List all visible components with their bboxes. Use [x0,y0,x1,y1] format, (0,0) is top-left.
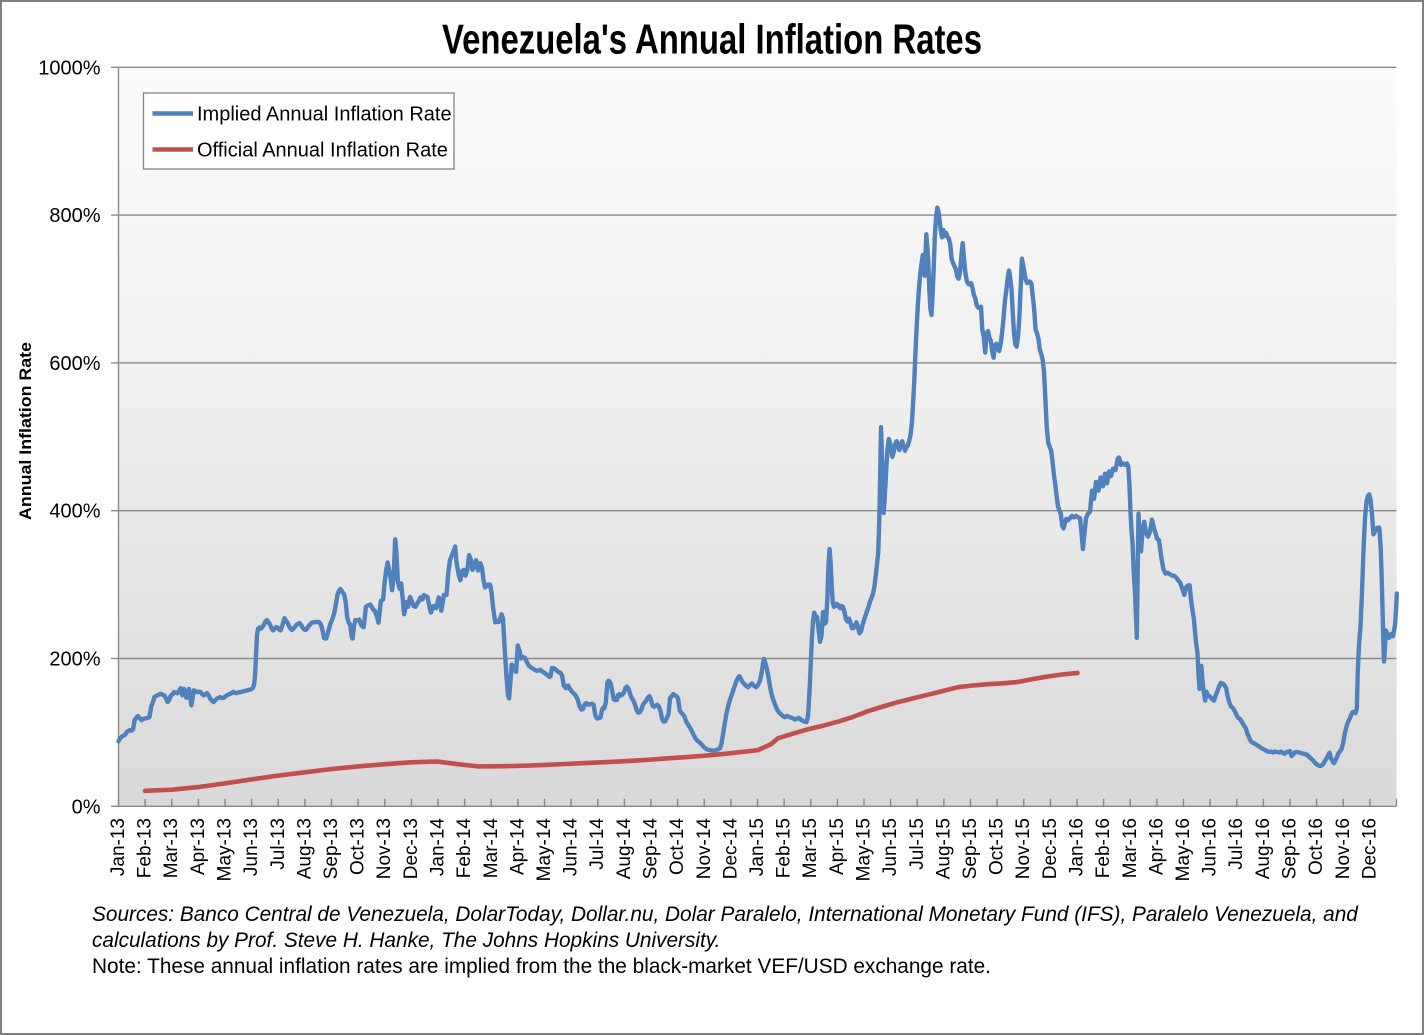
svg-text:Oct-14: Oct-14 [667,818,688,875]
svg-text:Feb-16: Feb-16 [1093,818,1114,878]
svg-text:800%: 800% [49,205,100,227]
svg-text:May-13: May-13 [215,818,236,881]
svg-text:Mar-16: Mar-16 [1120,818,1141,878]
svg-text:Nov-16: Nov-16 [1333,818,1354,879]
svg-text:Jun-14: Jun-14 [561,818,582,877]
svg-text:Oct-16: Oct-16 [1306,818,1327,875]
svg-text:Jan-14: Jan-14 [428,818,449,877]
svg-text:Mar-15: Mar-15 [800,818,821,878]
svg-text:Mar-13: Mar-13 [161,818,182,878]
svg-text:Dec-16: Dec-16 [1359,818,1380,879]
svg-text:Apr-15: Apr-15 [827,818,848,875]
svg-text:Official Annual Inflation Rate: Official Annual Inflation Rate [197,140,448,162]
svg-text:Oct-15: Oct-15 [987,818,1008,875]
svg-text:Aug-14: Aug-14 [614,818,635,880]
svg-text:May-16: May-16 [1173,818,1194,881]
svg-text:0%: 0% [72,796,101,818]
svg-text:Nov-13: Nov-13 [374,818,395,879]
svg-text:Nov-15: Nov-15 [1013,818,1034,879]
svg-text:Jan-16: Jan-16 [1067,818,1088,876]
svg-text:Sep-16: Sep-16 [1280,818,1301,879]
svg-text:Implied Annual Inflation Rate: Implied Annual Inflation Rate [197,104,452,126]
svg-text:1000%: 1000% [38,57,100,79]
svg-text:Mar-14: Mar-14 [481,818,502,879]
svg-text:Jan-15: Jan-15 [747,818,768,876]
svg-text:Dec-14: Dec-14 [720,818,741,880]
svg-text:Jul-13: Jul-13 [268,818,289,870]
svg-text:Jan-13: Jan-13 [108,818,129,876]
svg-text:Aug-13: Aug-13 [294,818,315,879]
svg-text:Apr-13: Apr-13 [188,818,209,875]
svg-text:Oct-13: Oct-13 [348,818,369,875]
svg-text:Sep-13: Sep-13 [321,818,342,879]
svg-text:May-14: May-14 [534,818,555,882]
svg-text:Jul-15: Jul-15 [907,818,928,870]
svg-text:Jul-14: Jul-14 [587,818,608,870]
svg-text:Feb-14: Feb-14 [454,818,475,879]
svg-text:Dec-15: Dec-15 [1040,818,1061,879]
svg-text:Dec-13: Dec-13 [401,818,422,879]
svg-text:calculations by Prof. Steve H.: calculations by Prof. Steve H. Hanke, Th… [92,929,720,952]
svg-text:400%: 400% [49,501,100,523]
svg-text:Jun-16: Jun-16 [1200,818,1221,876]
svg-text:Sources: Banco Central de Vene: Sources: Banco Central de Venezuela, Dol… [92,903,1359,926]
svg-text:Aug-15: Aug-15 [933,818,954,879]
svg-text:Sep-14: Sep-14 [641,818,662,880]
svg-text:Feb-15: Feb-15 [774,818,795,878]
svg-text:Apr-16: Apr-16 [1146,818,1167,875]
svg-text:Feb-13: Feb-13 [135,818,156,878]
svg-text:Note: These annual inflation r: Note: These annual inflation rates are i… [92,955,991,978]
svg-text:Jul-16: Jul-16 [1226,818,1247,870]
svg-text:200%: 200% [49,649,100,671]
svg-text:Apr-14: Apr-14 [507,818,528,875]
svg-text:May-15: May-15 [854,818,875,881]
svg-text:Annual Inflation Rate: Annual Inflation Rate [16,342,35,520]
svg-text:Aug-16: Aug-16 [1253,818,1274,879]
svg-text:Sep-15: Sep-15 [960,818,981,879]
svg-text:Nov-14: Nov-14 [694,818,715,880]
svg-text:600%: 600% [49,353,100,375]
svg-text:Jun-15: Jun-15 [880,818,901,876]
svg-text:Venezuela's Annual Inflation R: Venezuela's Annual Inflation Rates [442,16,982,63]
svg-text:Jun-13: Jun-13 [241,818,262,876]
